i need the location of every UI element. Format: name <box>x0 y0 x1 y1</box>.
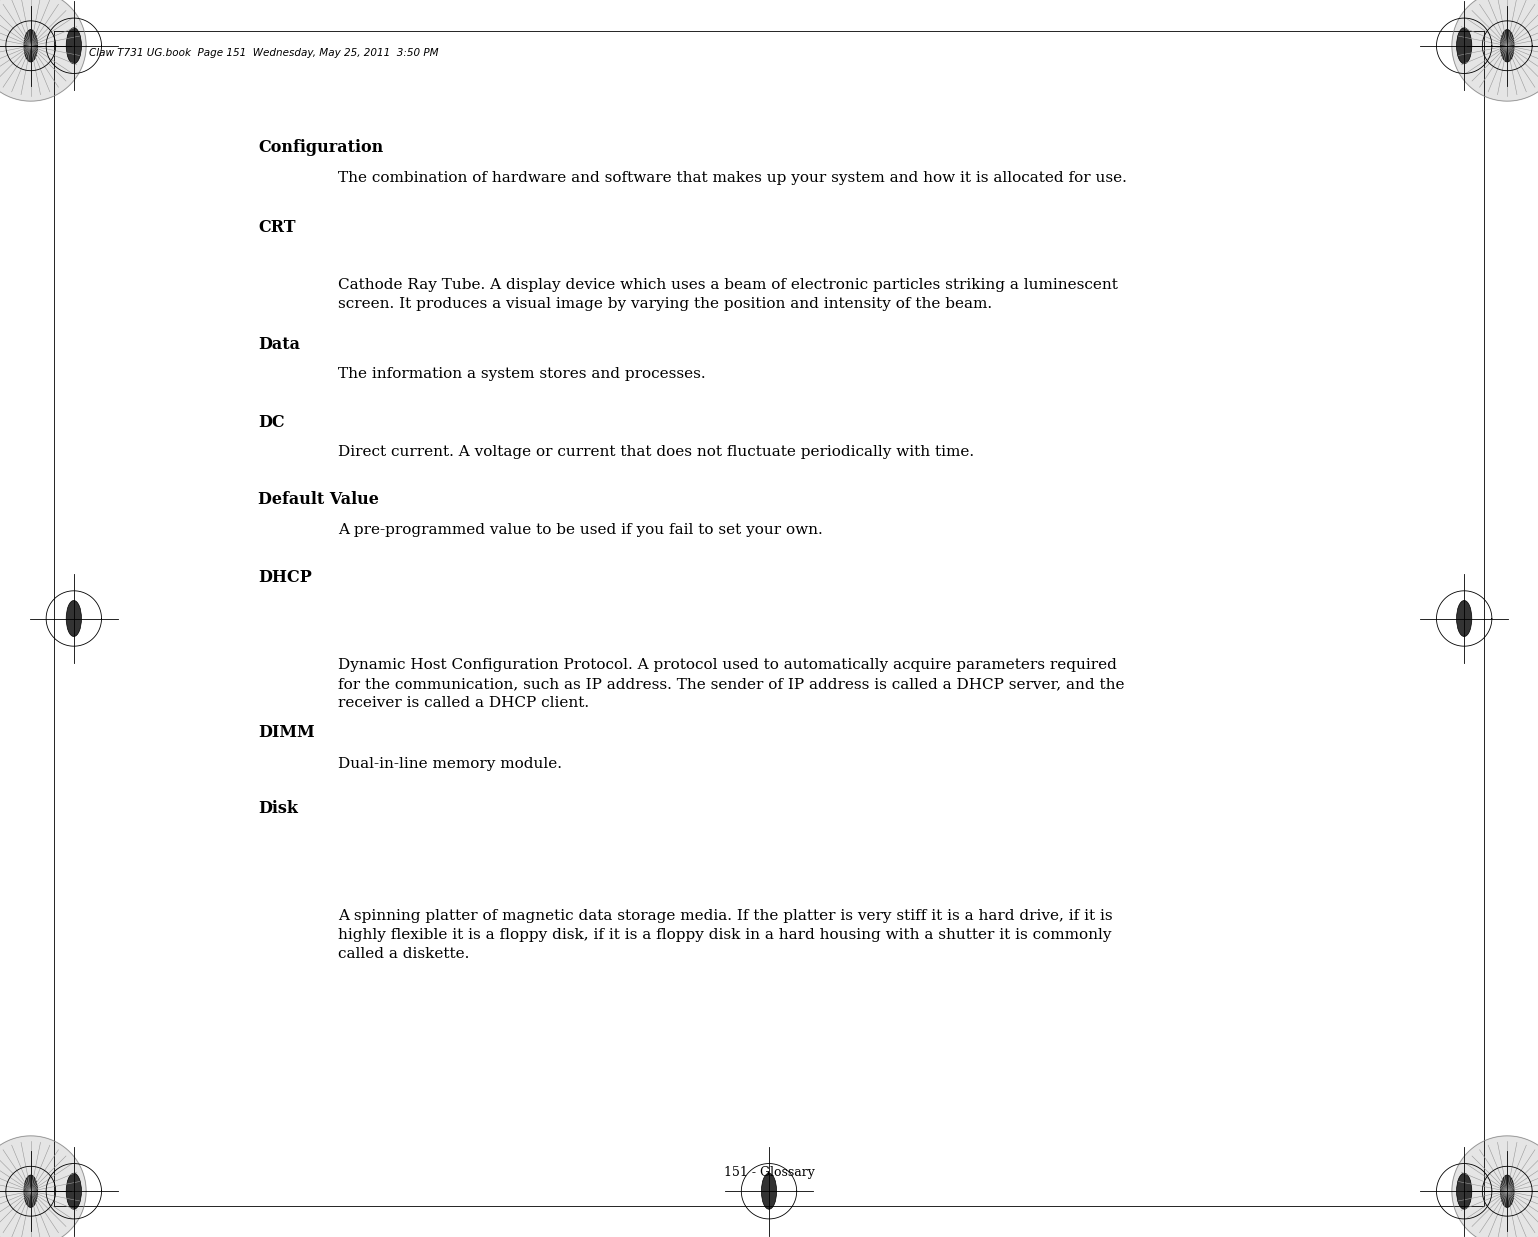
Text: DC: DC <box>258 414 285 432</box>
Text: DIMM: DIMM <box>258 724 315 741</box>
Ellipse shape <box>1456 27 1472 64</box>
Text: Configuration: Configuration <box>258 139 383 156</box>
Ellipse shape <box>761 1173 777 1210</box>
Text: Claw T731 UG.book  Page 151  Wednesday, May 25, 2011  3:50 PM: Claw T731 UG.book Page 151 Wednesday, Ma… <box>89 48 438 58</box>
Ellipse shape <box>25 1175 37 1207</box>
Text: Data: Data <box>258 336 300 354</box>
Text: Dual-in-line memory module.: Dual-in-line memory module. <box>338 757 563 771</box>
Text: DHCP: DHCP <box>258 569 312 586</box>
Ellipse shape <box>66 27 82 64</box>
Ellipse shape <box>1456 600 1472 637</box>
Text: Disk: Disk <box>258 800 298 818</box>
Text: Cathode Ray Tube. A display device which uses a beam of electronic particles str: Cathode Ray Tube. A display device which… <box>338 278 1118 312</box>
Polygon shape <box>0 0 86 101</box>
Ellipse shape <box>66 600 82 637</box>
Polygon shape <box>1452 1136 1538 1237</box>
Text: Dynamic Host Configuration Protocol. A protocol used to automatically acquire pa: Dynamic Host Configuration Protocol. A p… <box>338 658 1124 710</box>
Ellipse shape <box>66 1173 82 1210</box>
Text: Direct current. A voltage or current that does not fluctuate periodically with t: Direct current. A voltage or current tha… <box>338 445 975 459</box>
Ellipse shape <box>1501 30 1513 62</box>
Text: The combination of hardware and software that makes up your system and how it is: The combination of hardware and software… <box>338 171 1127 184</box>
Ellipse shape <box>25 30 37 62</box>
Text: A pre-programmed value to be used if you fail to set your own.: A pre-programmed value to be used if you… <box>338 523 823 537</box>
Text: 151 - Glossary: 151 - Glossary <box>723 1166 815 1179</box>
Text: Default Value: Default Value <box>258 491 380 508</box>
Text: A spinning platter of magnetic data storage media. If the platter is very stiff : A spinning platter of magnetic data stor… <box>338 909 1114 961</box>
Ellipse shape <box>1456 1173 1472 1210</box>
Ellipse shape <box>1501 1175 1513 1207</box>
Polygon shape <box>0 1136 86 1237</box>
Text: CRT: CRT <box>258 219 295 236</box>
Text: The information a system stores and processes.: The information a system stores and proc… <box>338 367 706 381</box>
Polygon shape <box>1452 0 1538 101</box>
